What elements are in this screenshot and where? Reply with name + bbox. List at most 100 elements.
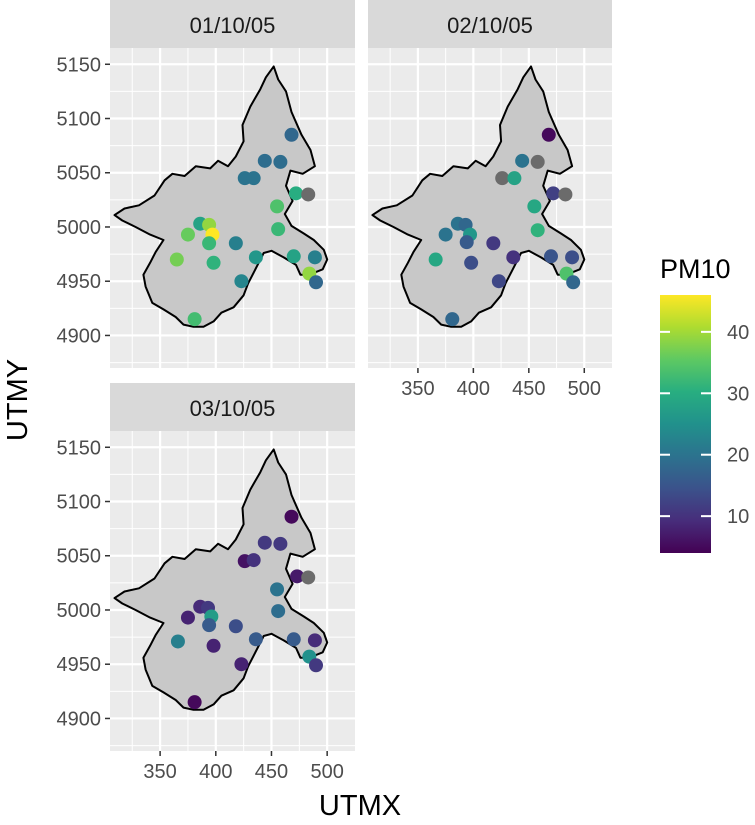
x-tick-label: 450	[512, 378, 545, 400]
station-point	[290, 569, 305, 584]
legend-colorbar	[660, 295, 711, 553]
y-tick-label: 5100	[57, 492, 102, 514]
facet-panel-2: 02/10/05 350 400 450 500	[368, 0, 612, 400]
legend-tick-label: 30	[727, 383, 749, 405]
station-point	[495, 171, 510, 186]
facet-strip	[368, 0, 612, 48]
y-tick-label: 5150	[57, 54, 102, 76]
station-point	[307, 250, 322, 265]
x-tick-label: 400	[199, 761, 232, 783]
station-point	[257, 535, 272, 550]
region-boundary	[113, 448, 329, 711]
station-point	[271, 604, 286, 619]
station-point	[286, 249, 301, 264]
y-tick-label: 4900	[57, 325, 102, 347]
station-point	[246, 553, 261, 568]
station-point	[286, 632, 301, 647]
facet-title: 03/10/05	[190, 396, 276, 421]
facet-strip	[110, 0, 355, 48]
station-point	[566, 275, 581, 290]
station-point	[271, 222, 286, 237]
x-tick-label: 350	[401, 378, 434, 400]
legend-title: PM10	[660, 254, 731, 284]
station-point	[301, 187, 316, 202]
station-point	[428, 252, 443, 267]
station-point	[187, 695, 202, 710]
y-tick-label: 5050	[57, 163, 102, 185]
facet-panels: 01/10/05 4900 4950 5000 5050 5100 5150 02/10/05…	[57, 0, 612, 783]
facet-strip	[110, 383, 355, 431]
legend-tick-label: 40	[727, 322, 749, 344]
station-point	[228, 619, 243, 634]
station-point	[558, 187, 573, 202]
station-point	[270, 199, 285, 214]
station-point	[301, 570, 316, 585]
y-tick-label: 5000	[57, 600, 102, 622]
station-point	[228, 236, 243, 251]
station-point	[307, 633, 322, 648]
station-point	[507, 171, 522, 186]
station-point	[180, 227, 195, 242]
station-point	[438, 227, 453, 242]
station-point	[273, 154, 288, 169]
station-point	[527, 199, 542, 214]
station-point	[565, 250, 580, 265]
station-point	[169, 252, 184, 267]
region-boundary	[113, 65, 329, 328]
y-tick-label: 5100	[57, 109, 102, 131]
legend-ticks: 10 20 30 40	[660, 322, 749, 528]
station-point	[257, 153, 272, 168]
x-tick-label: 450	[255, 761, 288, 783]
y-tick-label: 4950	[57, 654, 102, 676]
station-point	[491, 274, 506, 289]
facet-panel-3: 03/10/05 4900 4950 5000 5050 5100 5150 350 400 45…	[57, 383, 355, 783]
facet-title: 02/10/05	[447, 13, 533, 38]
legend-tick-label: 10	[727, 506, 749, 528]
station-point	[515, 153, 530, 168]
x-tick-label: 350	[143, 761, 176, 783]
x-tick-label: 400	[457, 378, 490, 400]
legend-tick-label: 20	[727, 445, 749, 467]
station-point	[202, 236, 217, 251]
station-point	[234, 657, 249, 672]
station-point	[206, 255, 221, 270]
station-point	[309, 658, 324, 673]
facet-panel-1: 01/10/05 4900 4950 5000 5050 5100 5150	[57, 0, 355, 368]
station-point	[248, 632, 263, 647]
x-axis-title: UTMX	[319, 790, 401, 822]
station-point	[246, 171, 261, 186]
station-point	[234, 274, 249, 289]
station-point	[530, 223, 545, 238]
station-point	[288, 186, 303, 201]
station-point	[459, 235, 474, 250]
x-tick-label: 500	[568, 378, 601, 400]
station-point	[464, 255, 479, 270]
legend: PM10 10 20 30 40	[660, 254, 749, 553]
region-boundary	[371, 65, 586, 328]
station-point	[486, 236, 501, 251]
station-point	[273, 536, 288, 551]
y-tick-label: 4950	[57, 271, 102, 293]
station-point	[546, 186, 561, 201]
station-point	[544, 249, 558, 264]
station-point	[206, 638, 221, 653]
station-point	[284, 509, 299, 524]
station-point	[506, 250, 521, 265]
station-point	[445, 312, 460, 327]
station-point	[530, 154, 545, 169]
station-point	[309, 275, 324, 290]
station-point	[187, 312, 202, 327]
station-point	[284, 127, 299, 142]
station-point	[202, 618, 217, 633]
y-tick-label: 5150	[57, 437, 102, 459]
station-point	[270, 582, 285, 597]
station-point	[180, 610, 195, 625]
y-tick-label: 5000	[57, 217, 102, 239]
y-axis-title: UTMY	[2, 359, 34, 441]
x-tick-label: 500	[310, 761, 343, 783]
facet-title: 01/10/05	[190, 13, 276, 38]
station-point	[170, 634, 185, 649]
y-tick-label: 5050	[57, 546, 102, 568]
y-tick-label: 4900	[57, 708, 102, 730]
